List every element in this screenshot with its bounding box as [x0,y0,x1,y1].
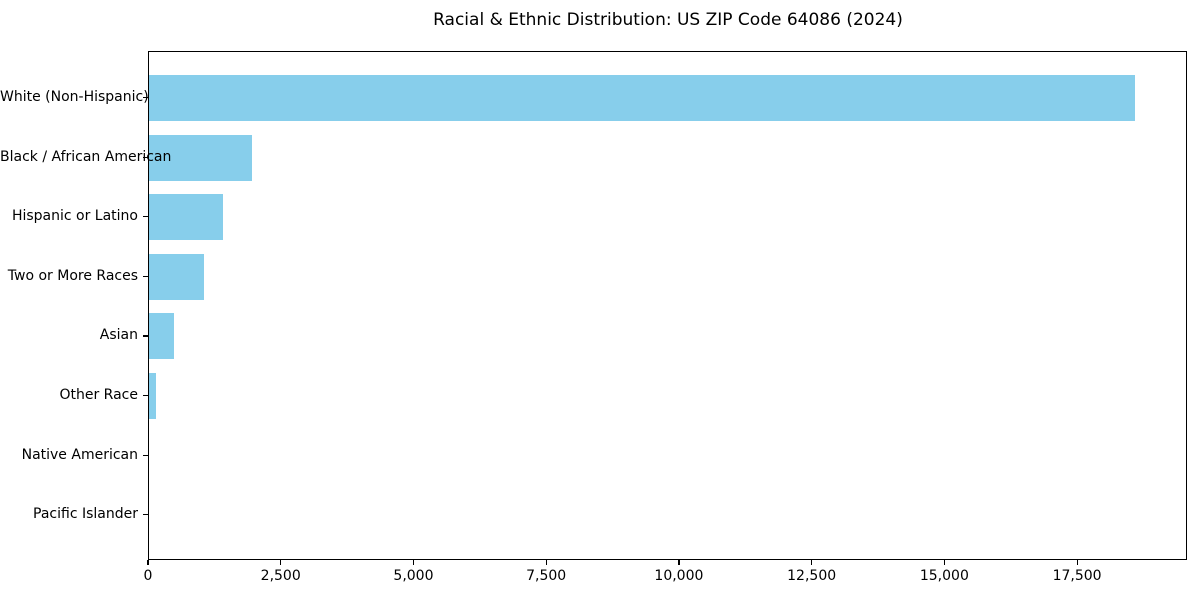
category-label: Hispanic or Latino [11,208,138,225]
y-tick [143,514,148,516]
x-tick-label: 15,000 [919,568,969,584]
x-tick-label: 2,500 [260,568,301,584]
bar-black-african-american [149,134,253,181]
category-label: White (Non-Hispanic) [0,89,149,105]
bar-asian [149,313,174,360]
y-tick [143,395,148,397]
bar-white-non-hispanic [149,75,1135,121]
y-tick [143,156,148,158]
category-label: Black / African American [0,148,172,165]
x-tick [147,560,149,565]
x-tick-label: 10,000 [654,568,704,584]
category-label: Two or More Races [7,267,138,284]
category-label: Asian [99,327,138,344]
x-tick [545,560,547,565]
chart-title: Racial & Ethnic Distribution: US ZIP Cod… [433,10,903,30]
x-tick-label: 0 [143,568,153,584]
y-tick [143,335,148,337]
x-tick [280,560,282,565]
x-tick [678,560,680,565]
x-tick-label: 12,500 [787,568,837,584]
y-tick [143,275,148,277]
y-tick [143,216,148,218]
x-tick [412,560,415,565]
x-tick-label: 17,500 [1052,568,1102,584]
category-label: Other Race [59,387,138,403]
bar-other-race [149,373,156,419]
x-tick [943,560,945,565]
bar-two-or-more-races [149,253,205,300]
category-label: Pacific Islander [33,506,138,523]
x-tick-label: 5,000 [393,568,434,584]
category-label: Native American [21,446,138,463]
y-tick [143,454,148,456]
x-tick [1076,560,1078,565]
plot-area [148,51,1187,560]
bar-hispanic-or-latino [149,194,224,241]
y-tick [143,97,148,99]
x-tick-label: 7,500 [526,568,567,584]
x-tick [811,560,813,565]
